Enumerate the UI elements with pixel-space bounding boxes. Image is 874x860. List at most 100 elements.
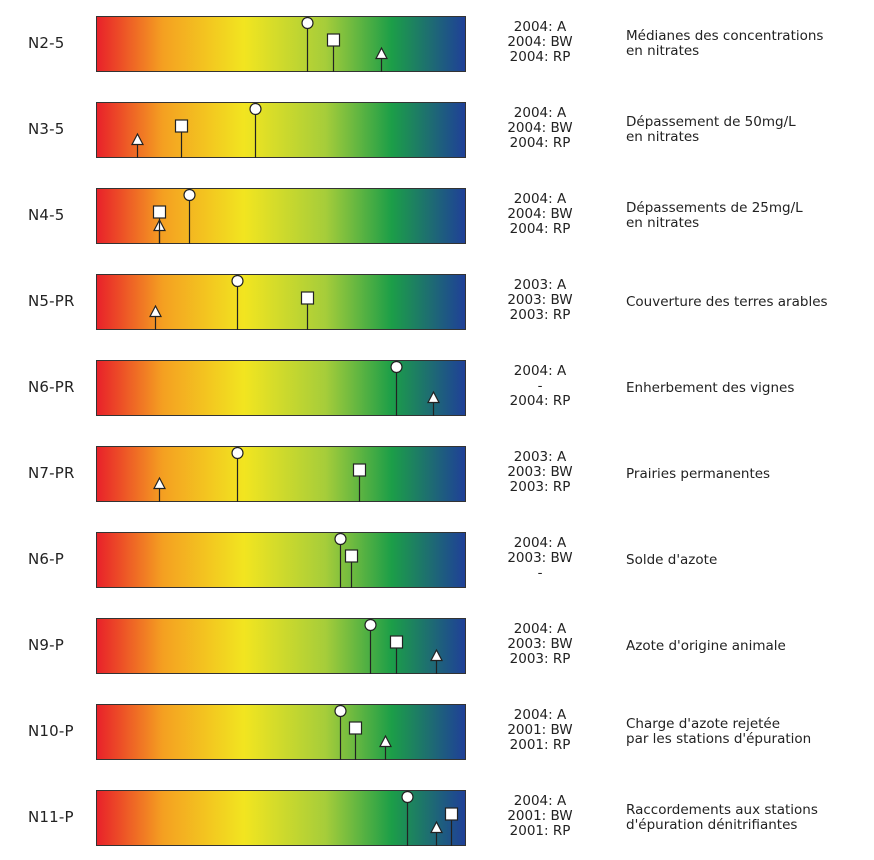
indicator-row: N9-P 2004: A 2003: BW 2003: RP Azote d'origi… bbox=[0, 602, 874, 688]
marker-square-BW bbox=[344, 549, 359, 563]
description-line: en nitrates bbox=[626, 43, 700, 59]
reference-year-line: 2001: RP bbox=[509, 737, 571, 753]
indicator-code: N3-5 bbox=[28, 120, 65, 138]
indicator-code: N11-P bbox=[28, 808, 74, 826]
gradient-scale bbox=[96, 274, 466, 330]
reference-year-line: 2003: BW bbox=[507, 292, 573, 308]
gradient-scale-svg bbox=[96, 274, 466, 330]
indicator-row: N11-P 2004: A 2001: BW 2001: RP Raccordement… bbox=[0, 774, 874, 860]
reference-year-line: 2004: RP bbox=[509, 135, 571, 151]
marker-triangle-RP bbox=[430, 820, 443, 834]
reference-years: 2004: A 2001: BW 2001: RP bbox=[470, 708, 610, 753]
reference-years: 2004: A 2003: BW 2003: RP bbox=[470, 622, 610, 667]
marker-triangle-RP bbox=[131, 132, 144, 146]
gradient-scale bbox=[96, 532, 466, 588]
gradient-bar bbox=[96, 274, 466, 330]
indicator-row: N3-5 2004: A 2004: BW 2004: RP Dépassement d… bbox=[0, 86, 874, 172]
marker-circle-A bbox=[231, 274, 244, 288]
marker-triangle-RP bbox=[427, 390, 440, 404]
marker-triangle-RP bbox=[430, 648, 443, 662]
reference-year-line: 2004: A bbox=[513, 19, 567, 35]
indicator-description: Solde d'azote bbox=[626, 551, 872, 568]
reference-years: 2004: A 2004: BW 2004: RP bbox=[470, 106, 610, 151]
description-line: par les stations d'épuration bbox=[626, 731, 812, 747]
marker-circle-A bbox=[364, 618, 377, 632]
gradient-scale bbox=[96, 360, 466, 416]
reference-year-line: 2001: RP bbox=[509, 823, 571, 839]
indicator-code: N9-P bbox=[28, 636, 65, 654]
gradient-scale-svg bbox=[96, 446, 466, 502]
indicator-row: N4-5 2004: A 2004: BW 2004: RP Dépassements … bbox=[0, 172, 874, 258]
reference-year-line: 2003: BW bbox=[507, 464, 573, 480]
marker-circle-A bbox=[390, 360, 403, 374]
gradient-bar bbox=[96, 16, 466, 72]
gradient-bar bbox=[96, 188, 466, 244]
reference-years: 2004: A -2004: RP bbox=[470, 364, 610, 409]
indicator-row: N6-P 2004: A 2003: BW - Solde d'azote bbox=[0, 516, 874, 602]
reference-year-line: 2004: BW bbox=[507, 206, 573, 222]
gradient-scale-svg bbox=[96, 360, 466, 416]
indicator-row: N6-PR 2004: A -2004: RP Enherbement des vig… bbox=[0, 344, 874, 430]
gradient-scale bbox=[96, 188, 466, 244]
marker-triangle-RP bbox=[149, 304, 162, 318]
gradient-scale bbox=[96, 618, 466, 674]
description-line: Prairies permanentes bbox=[626, 465, 771, 482]
gradient-bar bbox=[96, 360, 466, 416]
gradient-scale bbox=[96, 790, 466, 846]
indicator-row: N5-PR 2003: A 2003: BW 2003: RP Couverture d… bbox=[0, 258, 874, 344]
gradient-bar bbox=[96, 704, 466, 760]
indicator-description: Charge d'azote rejetée par les stations d… bbox=[626, 717, 872, 747]
marker-triangle-RP bbox=[153, 476, 166, 490]
reference-years: 2003: A 2003: BW 2003: RP bbox=[470, 450, 610, 495]
reference-year-line: - bbox=[537, 565, 543, 581]
marker-triangle-RP bbox=[379, 734, 392, 748]
reference-years: 2004: A 2004: BW 2004: RP bbox=[470, 20, 610, 65]
gradient-scale bbox=[96, 102, 466, 158]
description-line: Azote d'origine animale bbox=[626, 637, 786, 654]
reference-year-line: 2003: RP bbox=[509, 651, 571, 667]
marker-circle-A bbox=[334, 704, 347, 718]
description-line: Solde d'azote bbox=[626, 551, 718, 568]
indicator-description: Dépassement de 50mg/L en nitrates bbox=[626, 115, 872, 145]
indicator-row: N10-P 2004: A 2001: BW 2001: RP Charge d'azo… bbox=[0, 688, 874, 774]
gradient-scale-svg bbox=[96, 16, 466, 72]
reference-year-line: 2003: RP bbox=[509, 307, 571, 323]
marker-triangle-RP bbox=[375, 46, 388, 60]
marker-circle-A bbox=[334, 532, 347, 546]
indicator-code: N6-PR bbox=[28, 378, 75, 396]
gradient-scale-svg bbox=[96, 102, 466, 158]
reference-year-line: 2004: A bbox=[513, 363, 567, 379]
reference-year-line: 2004: A bbox=[513, 621, 567, 637]
description-line: Enherbement des vignes bbox=[626, 379, 795, 396]
description-line: en nitrates bbox=[626, 215, 700, 231]
gradient-bar bbox=[96, 532, 466, 588]
indicator-description: Médianes des concentrations en nitrates bbox=[626, 29, 872, 59]
marker-square-BW bbox=[348, 721, 363, 735]
reference-year-line: 2003: A bbox=[513, 449, 567, 465]
reference-years: 2004: A 2004: BW 2004: RP bbox=[470, 192, 610, 237]
gradient-scale-svg bbox=[96, 532, 466, 588]
gradient-bar bbox=[96, 618, 466, 674]
indicator-description: Couverture des terres arables bbox=[626, 294, 872, 310]
marker-square-BW bbox=[444, 807, 459, 821]
indicator-code: N10-P bbox=[28, 722, 74, 740]
description-line: en nitrates bbox=[626, 129, 700, 145]
gradient-scale-svg bbox=[96, 704, 466, 760]
reference-year-line: 2003: BW bbox=[507, 550, 573, 566]
marker-square-BW bbox=[174, 119, 189, 133]
reference-year-line: 2004: A bbox=[513, 535, 567, 551]
indicator-code: N7-PR bbox=[28, 464, 75, 482]
marker-square-BW bbox=[326, 33, 341, 47]
gradient-scale-svg bbox=[96, 790, 466, 846]
description-line: d'épuration dénitrifiantes bbox=[626, 817, 798, 833]
marker-square-BW bbox=[352, 463, 367, 477]
reference-year-line: 2004: BW bbox=[507, 34, 573, 50]
reference-years: 2004: A 2001: BW 2001: RP bbox=[470, 794, 610, 839]
description-line: Raccordements aux stations bbox=[626, 802, 818, 818]
reference-year-line: 2001: BW bbox=[507, 722, 573, 738]
reference-year-line: - bbox=[537, 378, 543, 394]
reference-year-line: 2004: A bbox=[513, 707, 567, 723]
marker-square-BW bbox=[389, 635, 404, 649]
reference-year-line: 2004: BW bbox=[507, 120, 573, 136]
indicator-description: Azote d'origine animale bbox=[626, 637, 872, 654]
